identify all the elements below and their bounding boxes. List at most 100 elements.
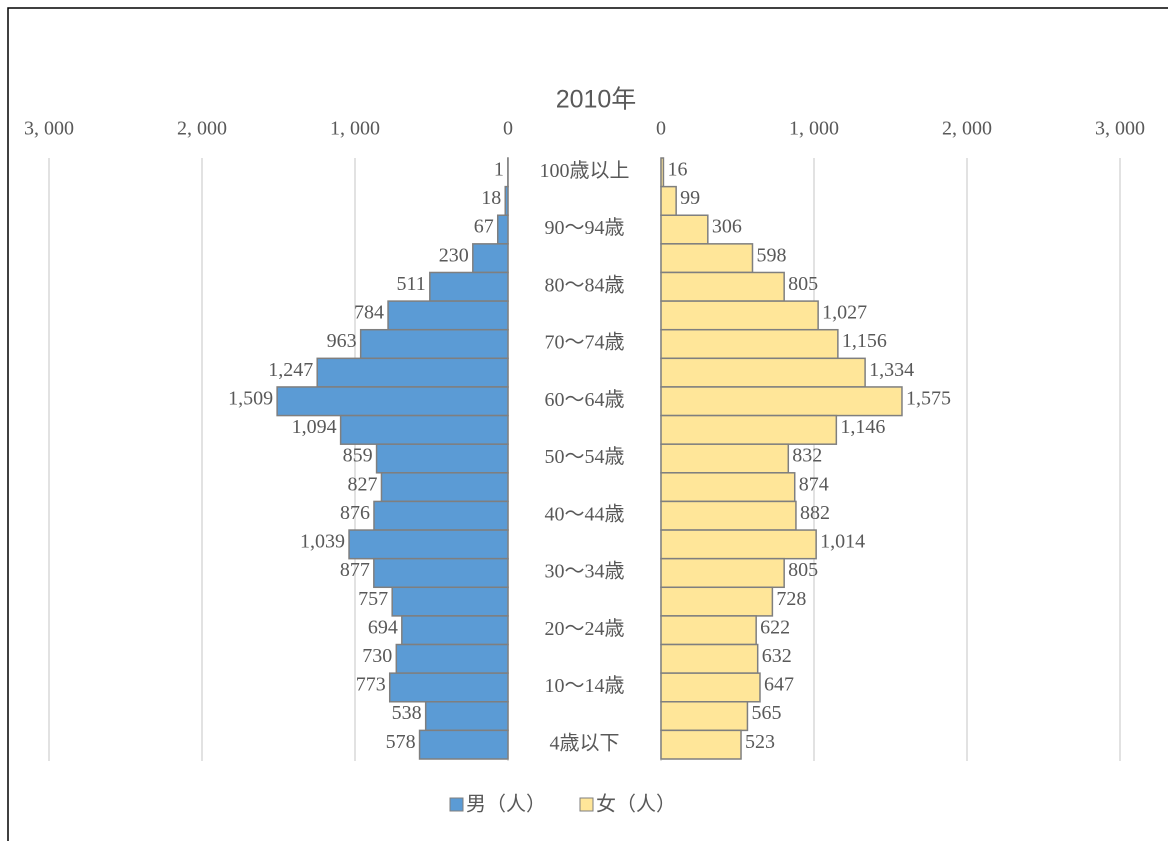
- legend-swatch: [449, 797, 464, 812]
- bar: [660, 185, 677, 216]
- value-label: 523: [745, 731, 775, 753]
- bar: [387, 300, 509, 331]
- bar: [660, 586, 774, 617]
- category-label: 90〜94歳: [545, 216, 625, 239]
- value-label: 306: [712, 216, 742, 238]
- value-label: 832: [792, 445, 822, 467]
- category-label: 100歳以上: [540, 159, 630, 182]
- value-label: 1,247: [268, 359, 313, 381]
- x-tick-label: 0: [503, 118, 513, 140]
- value-label: 805: [788, 559, 818, 581]
- bar: [395, 643, 509, 674]
- x-tick-label: 3, 000: [1095, 118, 1145, 140]
- category-label: 20〜24歳: [545, 617, 625, 640]
- bar: [660, 472, 796, 503]
- bar: [660, 214, 709, 245]
- bar: [424, 701, 509, 732]
- bar: [660, 643, 759, 674]
- bar: [316, 357, 509, 388]
- x-tick-label: 1, 000: [330, 118, 380, 140]
- bar: [391, 586, 509, 617]
- value-label: 598: [756, 244, 786, 266]
- bar: [429, 271, 509, 302]
- value-label: 1: [494, 158, 504, 180]
- bar: [496, 214, 509, 245]
- value-label: 1,156: [842, 330, 887, 352]
- x-tick-label: 2, 000: [177, 118, 227, 140]
- bar: [418, 729, 509, 760]
- bar: [660, 672, 761, 703]
- bar: [388, 672, 509, 703]
- value-label: 1,146: [840, 416, 885, 438]
- bar: [348, 529, 509, 560]
- bar: [660, 271, 785, 302]
- value-label: 230: [439, 244, 469, 266]
- value-label: 1,094: [292, 416, 337, 438]
- value-label: 876: [340, 502, 370, 524]
- category-label: 10〜14歳: [545, 674, 625, 697]
- bar: [373, 557, 509, 589]
- value-label: 16: [667, 158, 687, 180]
- category-label: 80〜84歳: [545, 273, 625, 296]
- bar: [660, 243, 754, 274]
- legend-label: 女（人）: [596, 792, 676, 815]
- value-label: 773: [356, 674, 386, 696]
- value-label: 757: [358, 588, 388, 610]
- category-label: 50〜54歳: [545, 445, 625, 468]
- x-tick-label: 1, 000: [789, 118, 839, 140]
- value-label: 694: [368, 616, 398, 638]
- x-tick-label: 3, 000: [24, 118, 74, 140]
- bar: [373, 500, 509, 531]
- value-label: 1,027: [822, 302, 867, 324]
- bar: [660, 557, 785, 589]
- value-label: 578: [386, 731, 416, 753]
- category-label: 60〜64歳: [545, 388, 625, 411]
- value-label: 1,014: [820, 531, 865, 553]
- bar: [660, 300, 819, 331]
- category-label: 30〜34歳: [545, 560, 625, 583]
- value-label: 99: [680, 187, 700, 209]
- bar: [660, 157, 665, 188]
- value-label: 728: [776, 588, 806, 610]
- legend-swatch: [579, 797, 594, 812]
- bar: [660, 701, 749, 732]
- x-tick-label: 2, 000: [942, 118, 992, 140]
- value-label: 647: [764, 674, 794, 696]
- value-label: 1,575: [906, 387, 951, 409]
- value-label: 632: [762, 645, 792, 667]
- value-label: 511: [397, 273, 426, 295]
- bar: [276, 386, 509, 417]
- value-label: 882: [800, 502, 830, 524]
- bar: [472, 243, 509, 274]
- category-label: 40〜44歳: [545, 502, 625, 525]
- value-label: 784: [354, 302, 384, 324]
- value-label: 877: [340, 559, 370, 581]
- value-label: 805: [788, 273, 818, 295]
- value-label: 565: [751, 702, 781, 724]
- legend-label: 男（人）: [466, 792, 546, 815]
- bar: [660, 386, 903, 417]
- bar: [660, 357, 866, 388]
- category-label: 70〜74歳: [545, 331, 625, 354]
- value-label: 827: [347, 473, 377, 495]
- bar: [660, 414, 838, 445]
- chart-title: 2010年: [556, 86, 637, 114]
- bar: [660, 615, 757, 646]
- value-label: 1,039: [300, 531, 345, 553]
- value-label: 622: [760, 616, 790, 638]
- bar: [339, 414, 509, 445]
- value-label: 67: [474, 216, 494, 238]
- bar: [660, 500, 797, 531]
- value-label: 963: [327, 330, 357, 352]
- value-label: 538: [392, 702, 422, 724]
- bar: [401, 615, 509, 646]
- bar: [660, 328, 839, 360]
- bar: [660, 729, 742, 760]
- bar: [660, 443, 790, 474]
- value-label: 874: [799, 473, 829, 495]
- value-label: 1,509: [228, 387, 273, 409]
- bar: [359, 328, 509, 360]
- bar: [504, 185, 509, 216]
- value-label: 18: [481, 187, 501, 209]
